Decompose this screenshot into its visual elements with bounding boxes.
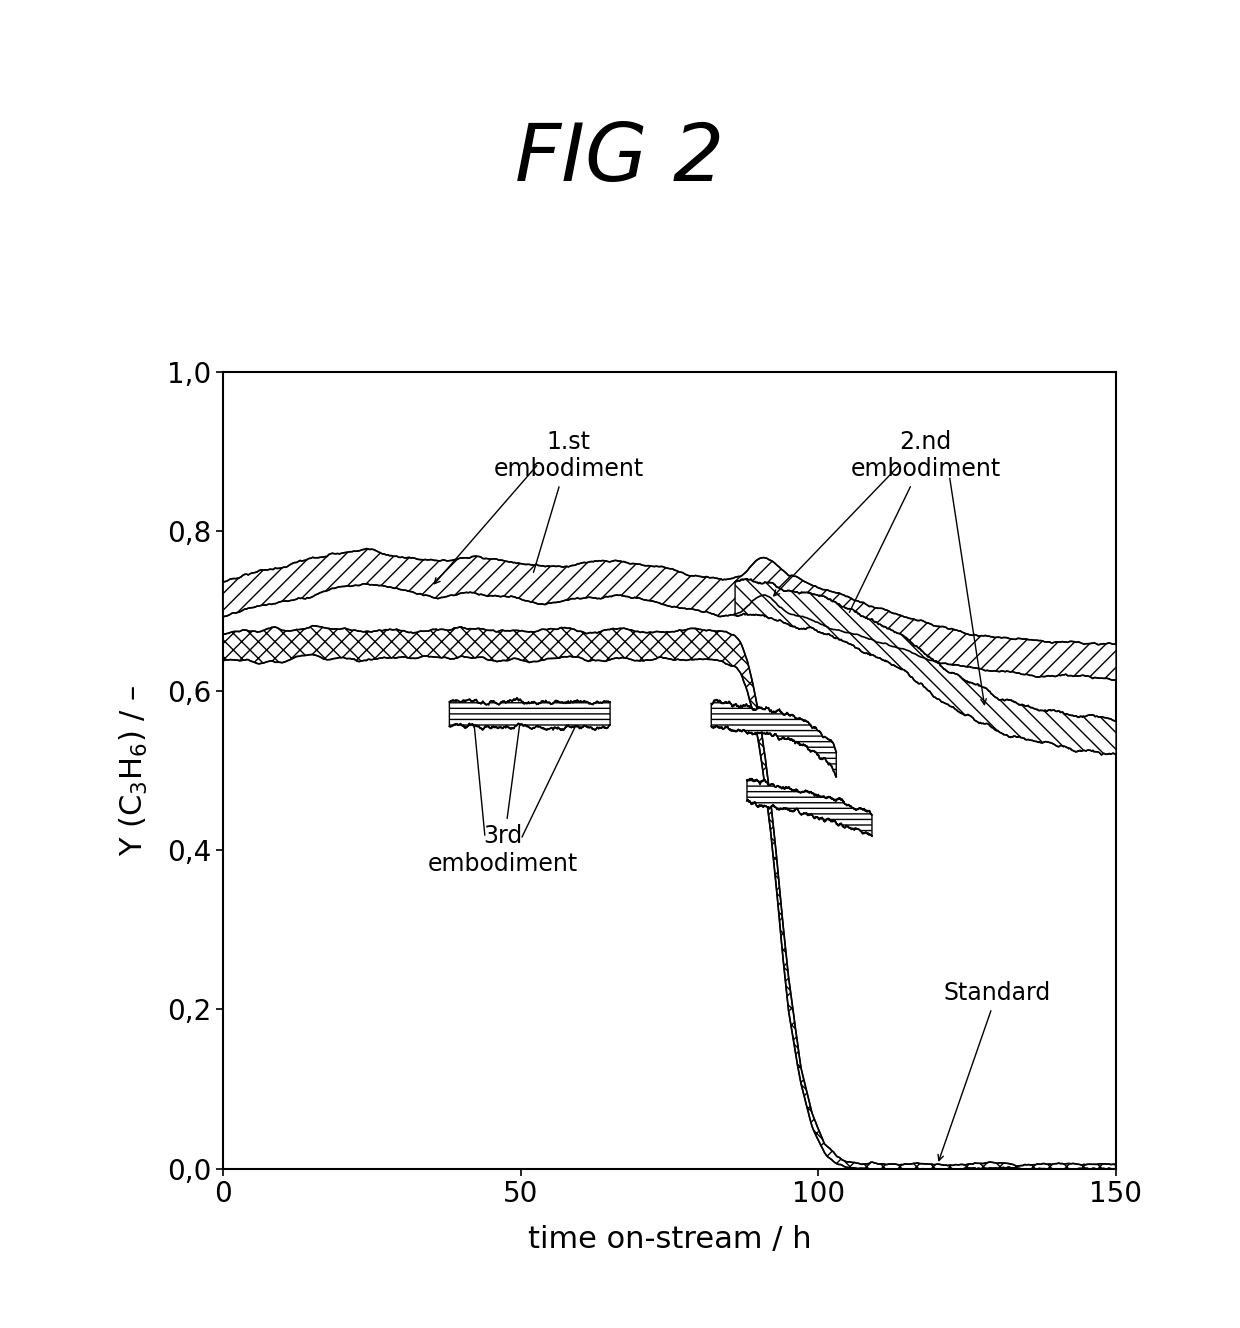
Text: Standard: Standard [939, 981, 1050, 1161]
Text: 3rd
embodiment: 3rd embodiment [428, 718, 578, 876]
X-axis label: time on-stream / h: time on-stream / h [528, 1226, 811, 1254]
Y-axis label: Y (C$_3$H$_6$) / –: Y (C$_3$H$_6$) / – [118, 684, 150, 857]
Text: 1.st
embodiment: 1.st embodiment [494, 429, 644, 572]
Text: FIG 2: FIG 2 [516, 121, 724, 198]
Text: 2.nd
embodiment: 2.nd embodiment [849, 429, 1001, 612]
